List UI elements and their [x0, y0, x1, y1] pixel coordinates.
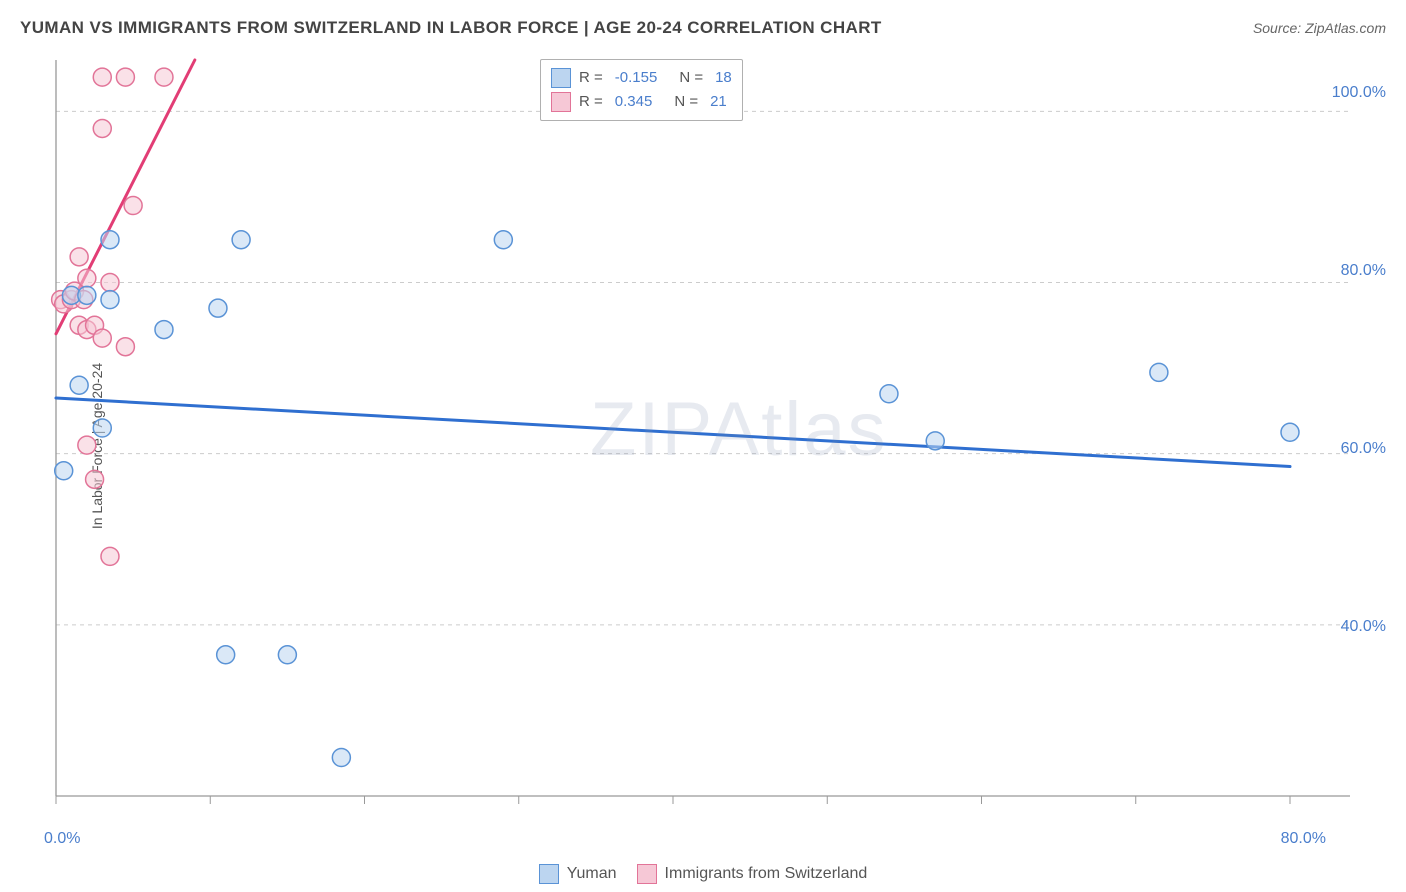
bottom-legend: Yuman Immigrants from Switzerland	[0, 864, 1406, 884]
x-tick-80: 80.0%	[1281, 830, 1326, 848]
y-tick-100: 100.0%	[1332, 84, 1386, 102]
stat-row-pink: R = 0.345 N = 21	[551, 90, 732, 114]
r-value-blue: -0.155	[615, 66, 658, 90]
stat-row-blue: R = -0.155 N = 18	[551, 66, 732, 90]
source-label: Source: ZipAtlas.com	[1253, 20, 1386, 36]
swatch-blue-icon	[539, 864, 559, 884]
swatch-pink-icon	[637, 864, 657, 884]
chart-title: YUMAN VS IMMIGRANTS FROM SWITZERLAND IN …	[20, 18, 882, 38]
swatch-pink-icon	[551, 92, 571, 112]
swatch-blue-icon	[551, 68, 571, 88]
stat-legend-box: R = -0.155 N = 18 R = 0.345 N = 21	[540, 59, 743, 121]
r-label: R =	[579, 90, 603, 114]
n-label: N =	[674, 90, 698, 114]
scatter-svg	[50, 56, 1380, 816]
n-value-blue: 18	[715, 66, 732, 90]
plot-area: ZIPAtlas R = -0.155 N = 18 R = 0.345 N =…	[50, 56, 1380, 816]
legend-label-blue: Yuman	[567, 865, 617, 883]
n-label: N =	[679, 66, 703, 90]
y-tick-60: 60.0%	[1341, 440, 1386, 458]
y-tick-80: 80.0%	[1341, 262, 1386, 280]
header: YUMAN VS IMMIGRANTS FROM SWITZERLAND IN …	[20, 18, 1386, 38]
x-tick-0: 0.0%	[44, 830, 80, 848]
legend-item-blue: Yuman	[539, 864, 617, 884]
y-tick-40: 40.0%	[1341, 618, 1386, 636]
legend-label-pink: Immigrants from Switzerland	[665, 865, 868, 883]
n-value-pink: 21	[710, 90, 727, 114]
legend-item-pink: Immigrants from Switzerland	[637, 864, 868, 884]
r-value-pink: 0.345	[615, 90, 653, 114]
r-label: R =	[579, 66, 603, 90]
